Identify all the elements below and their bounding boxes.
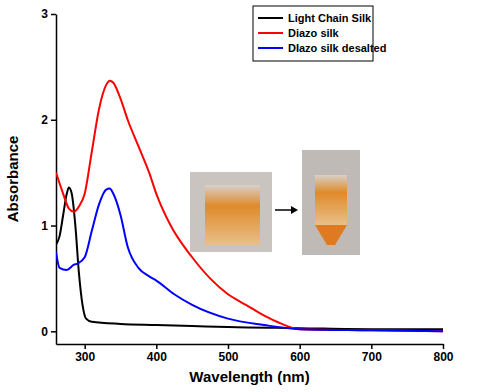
- axis-line: [56, 15, 58, 345]
- x-axis-title: Wavelength (nm): [189, 368, 309, 385]
- y-axis: 0 1 2 3: [41, 7, 56, 344]
- tick: 800: [433, 344, 453, 364]
- tick-mark: [84, 344, 86, 349]
- tick: 500: [218, 344, 238, 364]
- inset-photo: [205, 185, 260, 245]
- tick-mark: [156, 344, 158, 349]
- tick-mark: [51, 120, 56, 122]
- legend-swatch: [258, 47, 283, 49]
- tick-mark: [51, 14, 56, 16]
- tick-label: 2: [41, 113, 48, 127]
- legend-label: DIazo silk desalted: [288, 42, 386, 54]
- y-axis-title: Absorbance: [4, 136, 21, 223]
- legend: Light Chain Silk Diazo silk DIazo silk des…: [253, 6, 386, 61]
- inset-photo: [315, 175, 347, 225]
- tick: 2: [41, 113, 56, 127]
- tick-label: 700: [362, 350, 382, 364]
- series-line: [56, 81, 443, 332]
- legend-swatch: [258, 32, 283, 34]
- arrow: [291, 206, 298, 214]
- inset-photos: [190, 150, 360, 255]
- tick-label: 1: [41, 219, 48, 233]
- tick-label: 300: [75, 350, 95, 364]
- inset-photo: [315, 225, 347, 245]
- axis-line: [57, 344, 444, 346]
- plot-area: [56, 81, 443, 332]
- tick: 400: [147, 344, 167, 364]
- x-axis: 300 400 500 600 700 800: [57, 344, 454, 364]
- tick-label: 500: [218, 350, 238, 364]
- legend-label: Diazo silk: [288, 27, 340, 39]
- tick-label: 0: [41, 325, 48, 339]
- tick: 1: [41, 219, 56, 233]
- tick: 3: [41, 7, 56, 21]
- tick-mark: [443, 344, 445, 349]
- tick-mark: [228, 344, 230, 349]
- tick-mark: [299, 344, 301, 349]
- tick-label: 3: [41, 7, 48, 21]
- tick-label: 600: [290, 350, 310, 364]
- legend-label: Light Chain Silk: [288, 12, 372, 24]
- tick: 300: [75, 344, 95, 364]
- tick-mark: [371, 344, 373, 349]
- tick: 700: [362, 344, 382, 364]
- legend-swatch: [258, 17, 283, 19]
- inset-photo: [190, 172, 272, 252]
- tick-mark: [51, 331, 56, 333]
- tick-mark: [51, 225, 56, 227]
- tick: 600: [290, 344, 310, 364]
- tick-label: 800: [433, 350, 453, 364]
- inset-photo: [302, 150, 360, 255]
- tick-label: 400: [147, 350, 167, 364]
- chart: 300 400 500 600 700 800 0 1 2 3 Wavelength (nm) Abs…: [0, 0, 478, 392]
- tick: 0: [41, 325, 56, 339]
